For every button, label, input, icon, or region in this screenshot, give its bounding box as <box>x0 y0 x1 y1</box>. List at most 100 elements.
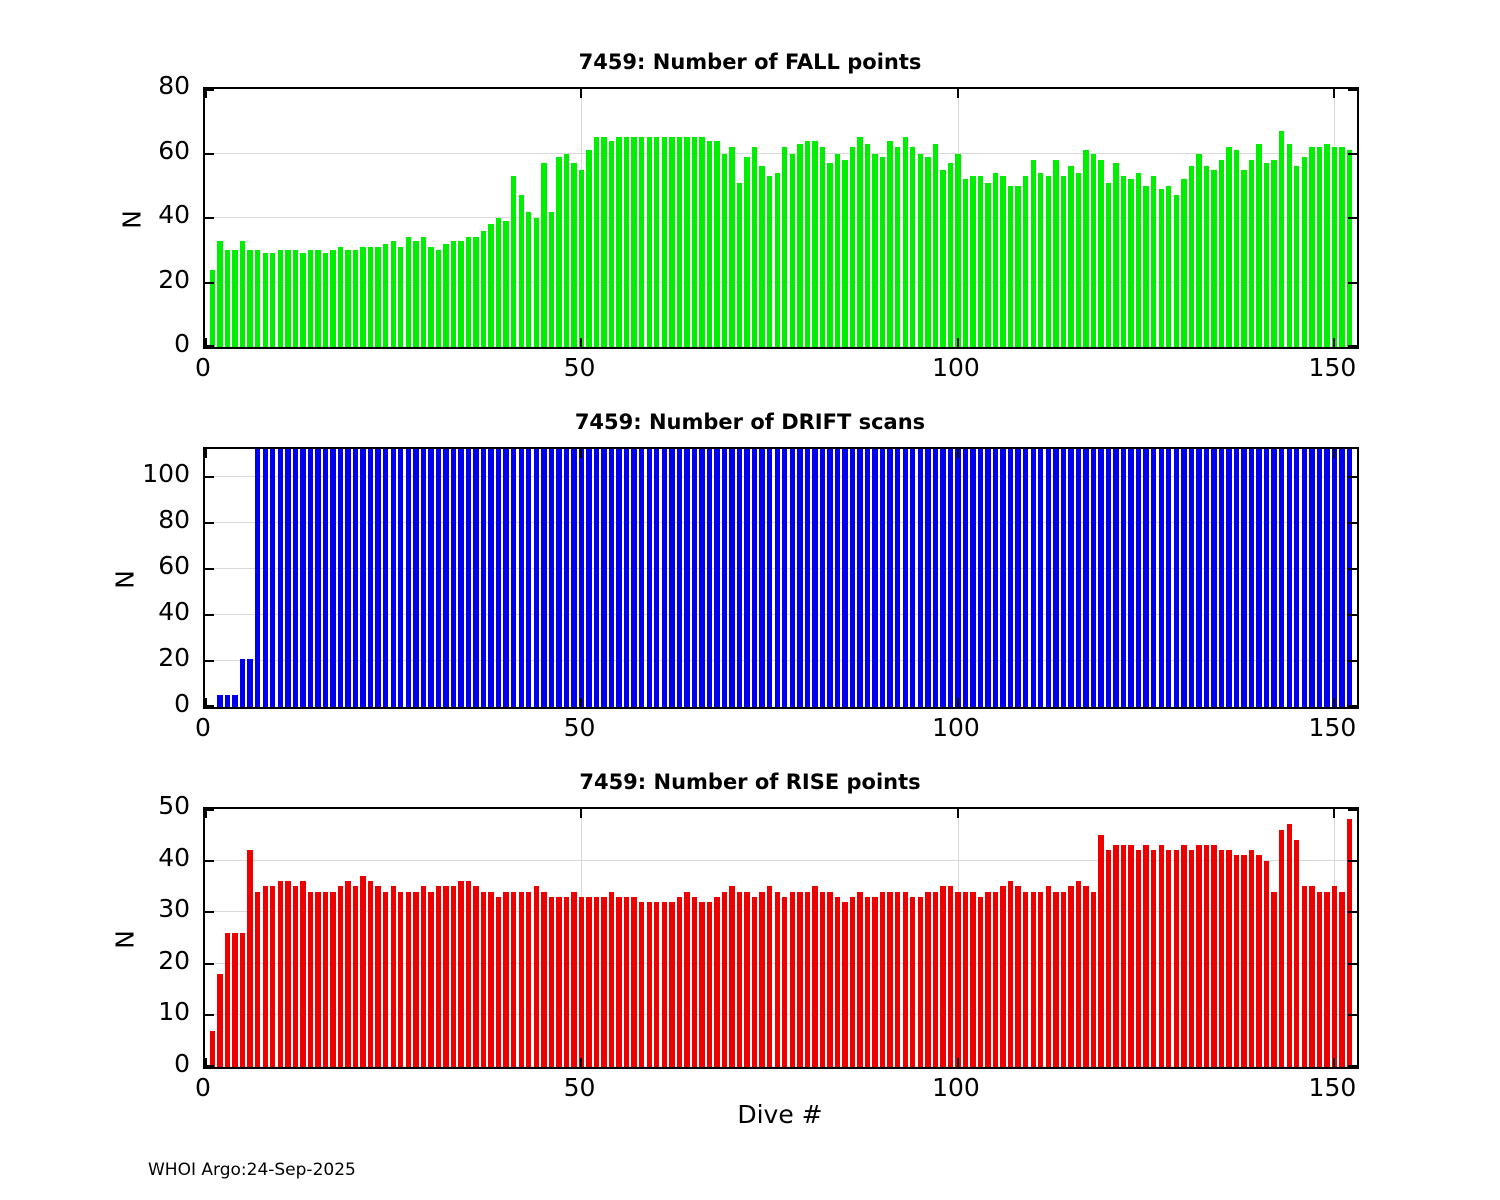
bar <box>804 891 811 1067</box>
bar <box>330 891 336 1067</box>
bar <box>654 449 660 707</box>
y-tick <box>205 521 214 524</box>
bar <box>300 253 306 347</box>
bar <box>1158 449 1164 707</box>
bar <box>277 449 283 707</box>
bar <box>495 896 502 1067</box>
bar <box>917 153 923 347</box>
y-tick <box>205 613 214 616</box>
bar <box>428 891 434 1067</box>
bar <box>367 881 374 1067</box>
bar <box>736 449 743 707</box>
bar <box>541 891 547 1067</box>
bar <box>300 881 306 1067</box>
bar <box>1331 449 1338 707</box>
bar <box>533 218 539 347</box>
bar <box>1015 185 1021 347</box>
y-tick <box>1348 659 1357 662</box>
bar <box>1113 449 1119 707</box>
y-tick-label: 60 <box>158 135 190 165</box>
bar <box>1301 156 1307 347</box>
bar <box>217 974 223 1067</box>
bar <box>947 449 954 707</box>
bar <box>721 891 728 1067</box>
bar <box>736 182 743 347</box>
x-tick <box>580 809 583 818</box>
bar <box>398 247 404 347</box>
bar <box>744 156 750 347</box>
bar <box>940 169 946 347</box>
bar <box>1294 449 1300 707</box>
bar <box>586 150 592 347</box>
bar <box>1324 449 1330 707</box>
bar <box>1060 176 1067 347</box>
y-tick-label: 80 <box>158 504 190 534</box>
chart-title-drift: 7459: Number of DRIFT scans <box>574 410 926 434</box>
bar <box>224 250 231 347</box>
plot-area-rise <box>203 807 1359 1069</box>
bar <box>1331 147 1338 347</box>
bar <box>352 886 359 1067</box>
y-tick-label: 20 <box>158 945 190 975</box>
bar <box>435 449 442 707</box>
bar <box>1278 449 1285 707</box>
bar <box>1090 153 1097 347</box>
bar <box>1090 449 1097 707</box>
bar <box>654 901 660 1067</box>
bar <box>661 901 667 1067</box>
bar <box>1113 845 1119 1067</box>
y-tick-label: 50 <box>158 791 190 820</box>
bar <box>1045 176 1051 347</box>
bar <box>277 250 283 347</box>
bar <box>593 896 600 1067</box>
y-tick <box>1348 89 1357 91</box>
bar <box>337 449 344 707</box>
bar <box>661 449 667 707</box>
bar-series-drift <box>205 449 1357 707</box>
bar <box>1241 449 1247 707</box>
bar <box>684 891 690 1067</box>
y-tick <box>205 89 214 91</box>
bar <box>872 153 878 347</box>
bar <box>330 250 336 347</box>
bar <box>992 172 999 347</box>
y-tick <box>1348 567 1357 570</box>
bar <box>1098 449 1104 707</box>
bar <box>420 449 427 707</box>
bar <box>270 886 276 1067</box>
bar <box>706 140 713 347</box>
y-tick <box>205 567 214 570</box>
bar <box>744 891 750 1067</box>
gridline-horizontal <box>205 475 1357 477</box>
bar <box>1248 449 1255 707</box>
bar <box>1346 150 1353 347</box>
bar <box>1263 449 1270 707</box>
bar <box>473 449 479 707</box>
bar <box>239 932 246 1067</box>
y-tick <box>205 911 214 914</box>
bar <box>360 247 366 347</box>
bar <box>1181 179 1187 347</box>
bar <box>872 896 878 1067</box>
bar <box>947 163 954 347</box>
bar-series-rise <box>205 809 1357 1067</box>
bar <box>1339 891 1345 1067</box>
y-tick <box>1348 911 1357 914</box>
bar <box>1248 850 1255 1067</box>
bar <box>450 449 457 707</box>
bar <box>676 896 683 1067</box>
bar <box>894 449 901 707</box>
bar <box>510 176 517 347</box>
bar <box>1015 449 1021 707</box>
bar <box>887 449 893 707</box>
bar <box>1226 449 1232 707</box>
bar <box>1022 176 1029 347</box>
bar <box>623 137 630 347</box>
y-tick-label: 30 <box>158 894 190 924</box>
bar <box>676 137 683 347</box>
gridline-horizontal <box>205 567 1357 569</box>
bar <box>1038 172 1044 347</box>
y-tick-label: 10 <box>158 997 190 1027</box>
bar <box>495 218 502 347</box>
